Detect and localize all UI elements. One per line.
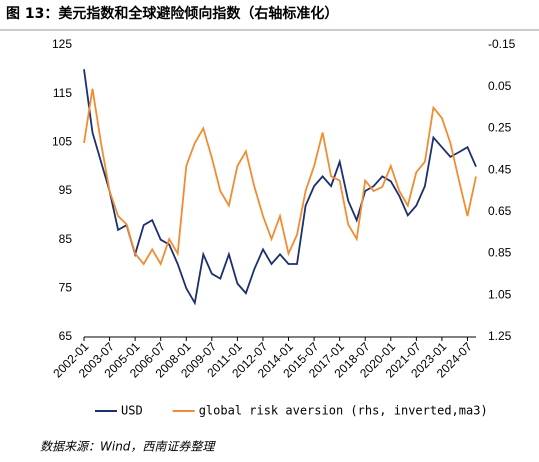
y-tick-label: 105 [52, 135, 72, 149]
y2-tick-label: 0.25 [488, 121, 512, 135]
y-tick-label: 125 [52, 37, 72, 51]
y2-tick-label: 0.65 [488, 204, 512, 218]
y2-tick-label: 0.85 [488, 246, 512, 260]
y-tick-label: 75 [59, 281, 73, 295]
series-line [83, 69, 477, 306]
y2-tick-label: 1.05 [488, 287, 512, 301]
legend-label: global risk aversion (rhs, inverted,ma3) [199, 404, 488, 418]
y2-tick-label: -0.15 [488, 37, 516, 51]
chart-title: 图 13：美元指数和全球避险倾向指数（右轴标准化） [6, 5, 338, 22]
y-tick-label: 95 [59, 183, 73, 197]
legend-label: USD [121, 404, 143, 418]
y-tick-label: 65 [59, 329, 73, 343]
y2-tick-label: 0.45 [488, 162, 512, 176]
y-tick-label: 115 [53, 86, 72, 100]
source: 数据来源：Wind，西南证券整理 [40, 440, 216, 454]
y-tick-label: 85 [59, 232, 73, 246]
y2-tick-label: 1.25 [488, 329, 512, 343]
y2-tick-label: 0.05 [488, 79, 512, 93]
series-line [83, 88, 477, 267]
